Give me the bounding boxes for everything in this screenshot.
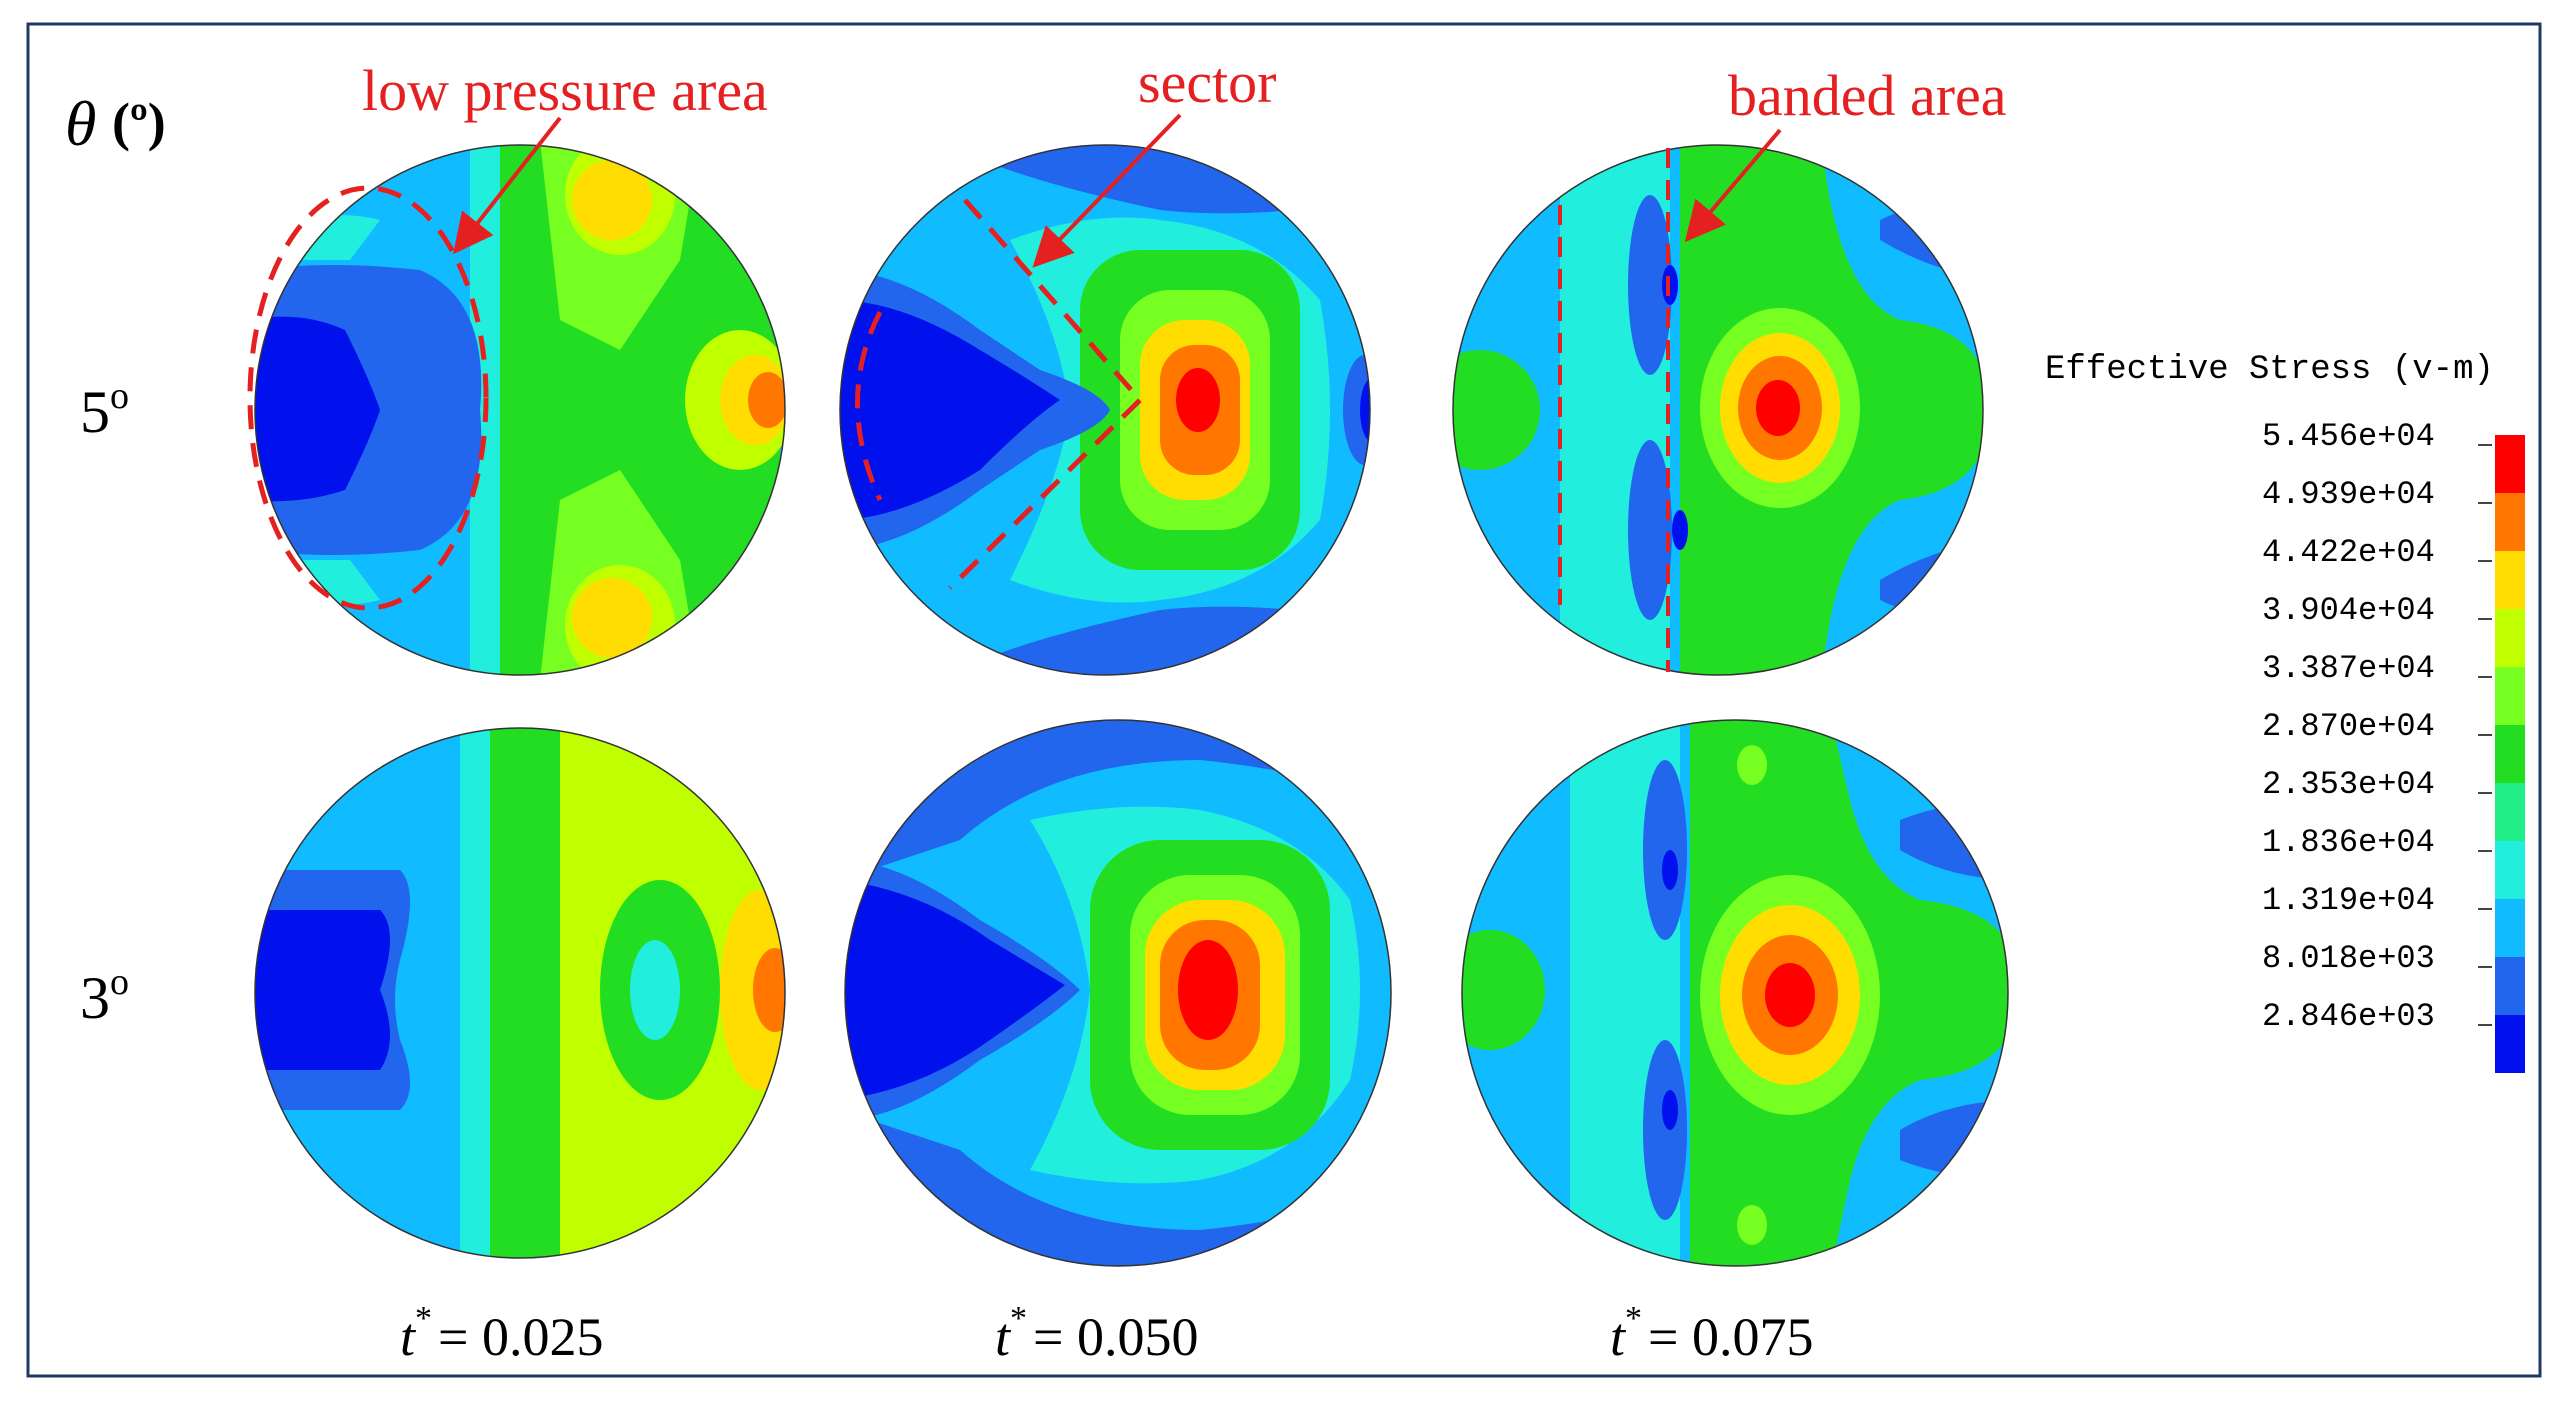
colorbar-swatch <box>2495 435 2525 493</box>
colorbar-swatch <box>2495 957 2525 1015</box>
colorbar-value-label: 4.939e+04 <box>2262 476 2435 513</box>
annotation-banded-area: banded area <box>1728 63 2007 128</box>
theta-symbol: θ <box>65 88 96 159</box>
colorbar-value-label: 5.456e+04 <box>2262 418 2435 455</box>
sector-outline <box>948 198 1144 590</box>
colorbar-swatch <box>2495 899 2525 957</box>
colorbar-swatch <box>2495 841 2525 899</box>
annotation-low-pressure-area: low pressure area <box>362 58 768 123</box>
colorbar-swatch <box>2495 725 2525 783</box>
column-label-t0025: t* = 0.025 <box>400 1300 603 1367</box>
colorbar-swatch <box>2495 551 2525 609</box>
contour-plot-3deg-t0050 <box>845 720 1391 1266</box>
sector-left-arc <box>855 310 883 502</box>
colorbar-value-label: 3.387e+04 <box>2262 650 2435 687</box>
colorbar-value-label: 4.422e+04 <box>2262 534 2435 571</box>
contour-plot-5deg-t0025 <box>255 145 785 675</box>
colorbar-swatch <box>2495 493 2525 551</box>
low-pressure-arrow <box>453 116 562 255</box>
contour-plot-5deg-t0050 <box>840 145 1370 675</box>
colorbar-swatch <box>2495 783 2525 841</box>
colorbar-value-label: 2.353e+04 <box>2262 766 2435 803</box>
contour-plot-3deg-t0025 <box>255 728 785 1258</box>
colorbar-swatch <box>2495 609 2525 667</box>
colorbar-value-label: 3.904e+04 <box>2262 592 2435 629</box>
annotation-sector: sector <box>1138 50 1277 115</box>
column-label-t0050: t* = 0.050 <box>995 1300 1198 1367</box>
colorbar-value-label: 1.319e+04 <box>2262 882 2435 919</box>
colorbar-title: Effective Stress (v-m) <box>2045 351 2494 389</box>
colorbar: Effective Stress (v-m) 5.456e+04 4.939e+0… <box>2045 351 2525 1073</box>
row-label-5deg: 5o <box>80 375 129 445</box>
column-label-t0075: t* = 0.075 <box>1610 1300 1813 1367</box>
row-label-3deg: 3o <box>80 961 129 1031</box>
figure-frame <box>26 22 2542 1378</box>
sector-arrow <box>1032 113 1182 268</box>
contour-plot-3deg-t0075 <box>1462 720 2008 1266</box>
colorbar-value-label: 8.018e+03 <box>2262 940 2435 977</box>
colorbar-swatch <box>2495 667 2525 725</box>
colorbar-value-label: 2.870e+04 <box>2262 708 2435 745</box>
theta-unit: (º) <box>112 92 166 152</box>
colorbar-swatch <box>2495 1015 2525 1073</box>
colorbar-value-label: 2.846e+03 <box>2262 998 2435 1035</box>
banded-arrow <box>1684 128 1782 243</box>
low-pressure-ellipse <box>247 185 489 611</box>
annotation-overlays <box>247 113 1782 672</box>
colorbar-value-label: 1.836e+04 <box>2262 824 2435 861</box>
